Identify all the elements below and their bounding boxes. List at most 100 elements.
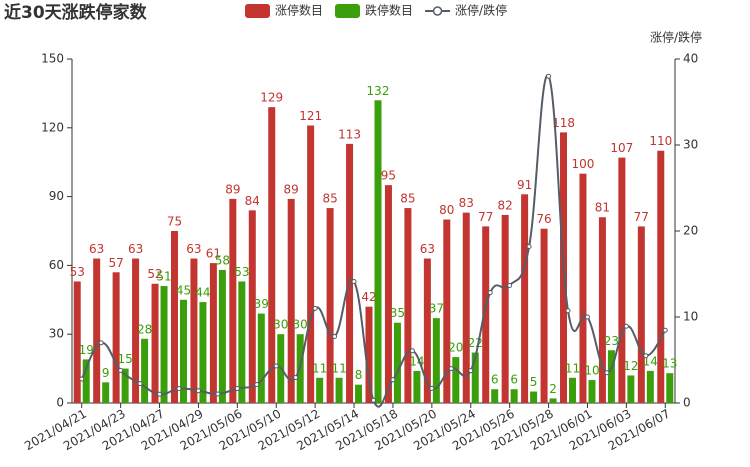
- bar-value-label: 6: [510, 373, 518, 387]
- ratio-point: [526, 243, 532, 249]
- y2-axis-title: 涨停/跌停: [650, 30, 702, 45]
- bar-value-label: 42: [361, 290, 376, 304]
- legend-label: 涨停/跌停: [455, 3, 507, 18]
- bar: [471, 352, 479, 403]
- bar: [112, 272, 120, 403]
- legend-icon: [335, 4, 361, 18]
- ratio-point: [507, 282, 513, 288]
- ratio-point: [79, 376, 85, 382]
- y-tick-label: 60: [49, 258, 64, 272]
- bar-value-label: 84: [245, 194, 260, 208]
- ratio-point: [137, 381, 143, 387]
- bar-value-label: 85: [322, 192, 337, 206]
- bar-value-label: 53: [234, 265, 249, 279]
- bar-value-label: 63: [128, 242, 143, 256]
- ratio-point: [468, 368, 474, 374]
- bar: [209, 263, 217, 403]
- ratio-point: [390, 377, 396, 383]
- bar: [257, 313, 265, 403]
- bar: [549, 398, 557, 403]
- bar: [335, 377, 343, 403]
- ratio-point: [448, 366, 454, 372]
- ratio-point: [157, 391, 163, 397]
- bar-value-label: 11: [312, 361, 327, 375]
- bar-value-label: 83: [459, 196, 474, 210]
- bar-value-label: 6: [491, 373, 499, 387]
- bar: [404, 208, 412, 403]
- bar: [501, 214, 509, 403]
- bar-value-label: 28: [137, 322, 152, 336]
- bar: [462, 212, 470, 403]
- bar: [646, 370, 654, 403]
- y2-tick-label: 20: [683, 224, 698, 238]
- bar: [238, 281, 246, 403]
- bar: [316, 377, 324, 403]
- bar-value-label: 19: [79, 343, 94, 357]
- bar-value-label: 63: [186, 242, 201, 256]
- bar-value-label: 95: [381, 169, 396, 183]
- bar-value-label: 22: [468, 336, 483, 350]
- bar: [355, 384, 363, 403]
- ratio-point: [643, 353, 649, 359]
- bar: [268, 107, 276, 403]
- y-tick-label: 90: [49, 189, 64, 203]
- ratio-point: [604, 370, 610, 376]
- y-tick-label: 30: [49, 327, 64, 341]
- ratio-point: [98, 340, 104, 346]
- ratio-line: [80, 74, 667, 408]
- y2-tick-label: 40: [683, 52, 698, 66]
- bar: [579, 173, 587, 403]
- bar: [607, 350, 615, 403]
- bar-value-label: 113: [338, 127, 361, 141]
- bar-value-label: 37: [429, 302, 444, 316]
- bar-value-label: 12: [623, 359, 638, 373]
- ratio-point: [215, 391, 221, 397]
- bar-value-label: 11: [565, 361, 580, 375]
- bar-value-label: 110: [649, 134, 672, 148]
- bar: [121, 368, 129, 403]
- ratio-point: [662, 327, 668, 333]
- bar-value-label: 121: [299, 109, 322, 123]
- bar-value-label: 85: [400, 192, 415, 206]
- ratio-point: [254, 382, 260, 388]
- bar: [588, 380, 596, 403]
- ratio-point: [487, 290, 493, 296]
- ratio-point: [293, 374, 299, 380]
- bar: [393, 322, 401, 403]
- bar: [82, 359, 90, 403]
- y2-tick-label: 10: [683, 310, 698, 324]
- y-tick-label: 0: [56, 396, 64, 410]
- ratio-point: [371, 397, 376, 403]
- y-tick-label: 120: [41, 120, 64, 134]
- bar: [151, 283, 159, 403]
- bar-value-label: 23: [604, 334, 619, 348]
- bar: [540, 228, 548, 403]
- bar-value-label: 44: [195, 286, 210, 300]
- bar-value-label: 76: [536, 212, 551, 226]
- bar-value-label: 53: [70, 265, 85, 279]
- bar-value-label: 89: [284, 182, 299, 196]
- legend-label: 跌停数目: [365, 3, 413, 18]
- bar: [530, 391, 538, 403]
- bar: [190, 258, 198, 403]
- bar: [443, 219, 451, 403]
- ratio-point: [312, 305, 318, 311]
- bar-value-label: 15: [117, 352, 132, 366]
- legend-icon: [245, 4, 270, 18]
- bar: [179, 299, 187, 403]
- bar: [248, 210, 256, 403]
- ratio-point: [332, 334, 338, 340]
- bar-value-label: 77: [478, 210, 493, 224]
- bar-value-label: 132: [367, 84, 390, 98]
- bar-value-label: 11: [331, 361, 346, 375]
- bar-value-label: 58: [215, 253, 230, 267]
- bar: [93, 258, 101, 403]
- bar: [374, 100, 382, 403]
- bar: [307, 125, 315, 404]
- bar: [627, 375, 635, 403]
- bar: [569, 377, 577, 403]
- legend-icon: [432, 6, 443, 16]
- bar: [365, 306, 373, 403]
- bar-value-label: 81: [595, 201, 610, 215]
